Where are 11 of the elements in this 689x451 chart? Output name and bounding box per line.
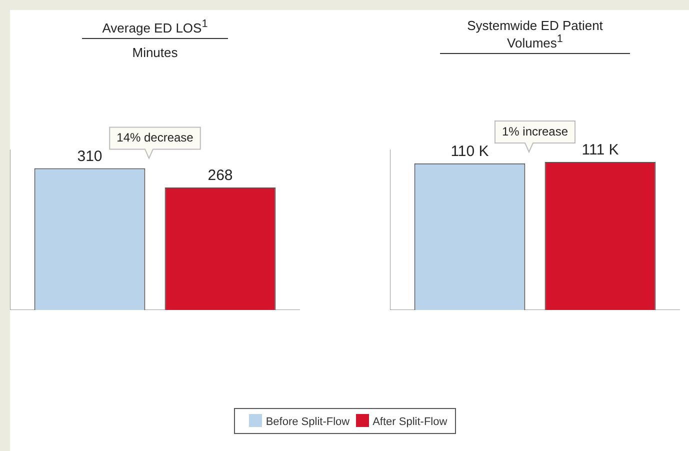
chart-subtitle: Minutes (131, 45, 179, 60)
text: 1% increase (502, 124, 568, 138)
chart-title: Average ED LOS$^{1}$ (82, 18, 228, 40)
data-label: 111 K (582, 142, 619, 159)
text: 14% decrease (116, 130, 194, 145)
data-label: 110 K (450, 142, 489, 160)
data-label: 268 (208, 167, 233, 184)
legend-label: Before Split-Flow (266, 416, 350, 428)
data-label: 310 (77, 148, 102, 165)
chart-title: Systemwide ED Patient Volumes$^{1}$ (440, 18, 630, 54)
legend-label: After Split-Flow (372, 416, 448, 428)
